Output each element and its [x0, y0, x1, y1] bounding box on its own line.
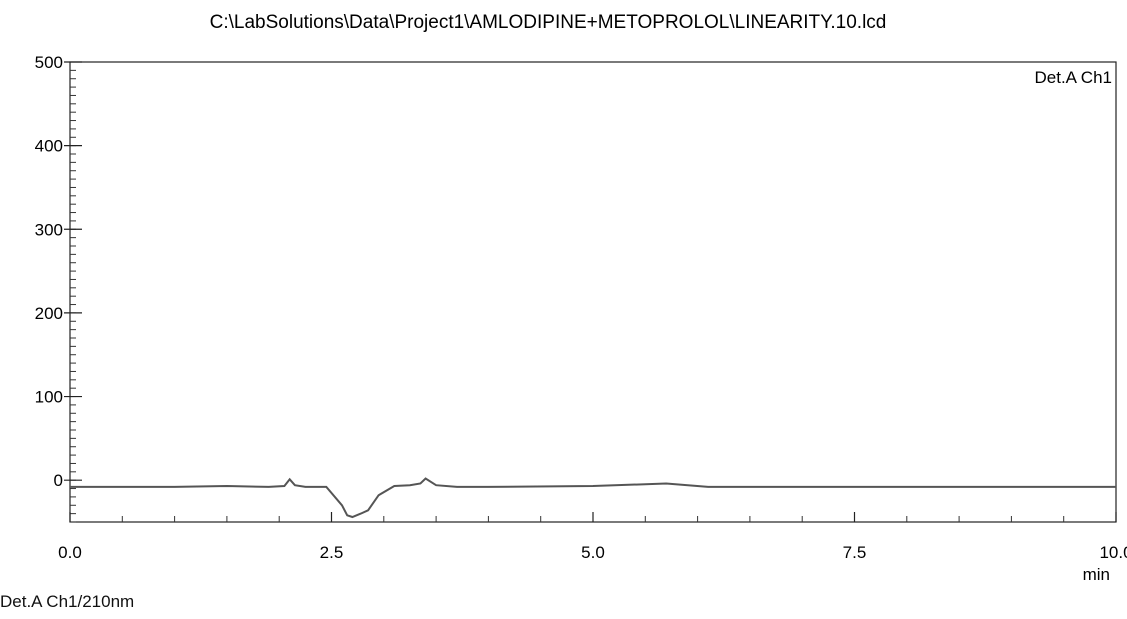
- x-tick-label: 5.0: [581, 543, 605, 562]
- x-tick-label: 10.0: [1099, 543, 1127, 562]
- x-tick-label: 2.5: [320, 543, 344, 562]
- x-tick-label: 0.0: [58, 543, 82, 562]
- y-tick-label: 300: [35, 220, 63, 239]
- x-axis-labels: 0.0 2.5 5.0 7.5 10.0: [58, 543, 1127, 562]
- y-major-ticks: [64, 61, 82, 481]
- y-axis-labels: 0 100 200 300 400 500: [35, 53, 63, 490]
- y-tick-label: 500: [35, 53, 63, 72]
- series-line-det-a-ch1: [70, 477, 1116, 519]
- detector-label: Det.A Ch1/210nm: [0, 592, 135, 611]
- x-tick-label: 7.5: [843, 543, 867, 562]
- x-ticks: [69, 512, 1117, 522]
- y-minor-ticks: [70, 61, 76, 523]
- y-tick-label: 0: [54, 471, 63, 490]
- legend-series-name: Det.A Ch1: [1035, 68, 1113, 87]
- y-tick-label: 200: [35, 304, 63, 323]
- plot-frame: [69, 61, 1117, 523]
- y-tick-label: 100: [35, 388, 63, 407]
- x-axis-label: min: [1083, 565, 1110, 584]
- chart-title: C:\LabSolutions\Data\Project1\AMLODIPINE…: [210, 12, 887, 33]
- y-tick-label: 400: [35, 137, 63, 156]
